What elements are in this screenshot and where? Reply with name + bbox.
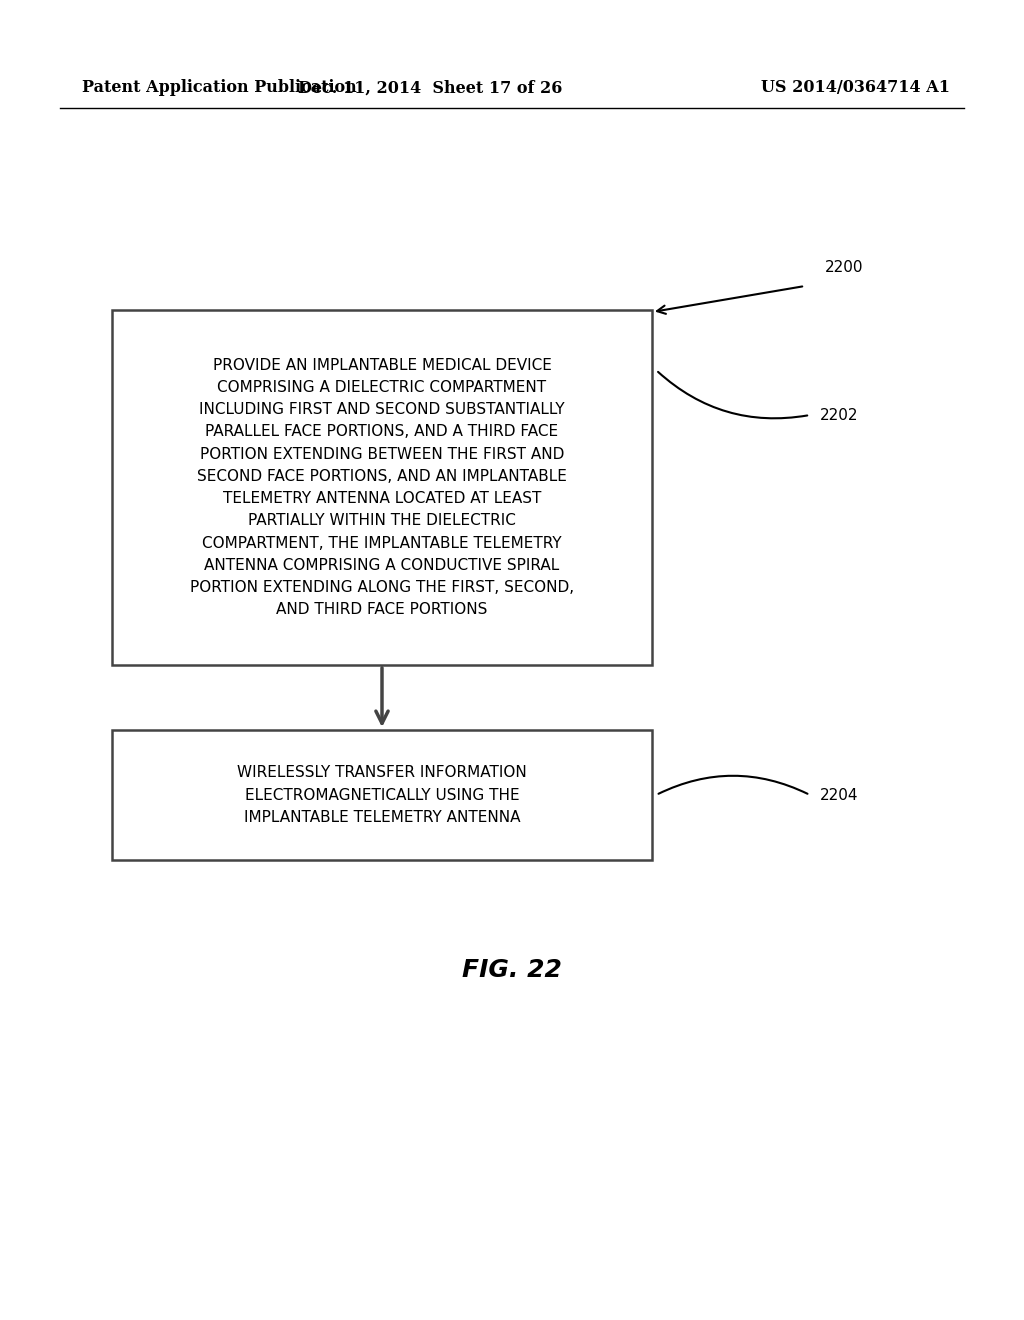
- Text: US 2014/0364714 A1: US 2014/0364714 A1: [761, 79, 950, 96]
- Text: FIG. 22: FIG. 22: [462, 958, 562, 982]
- Text: WIRELESSLY TRANSFER INFORMATION
ELECTROMAGNETICALLY USING THE
IMPLANTABLE TELEME: WIRELESSLY TRANSFER INFORMATION ELECTROM…: [238, 766, 527, 825]
- Bar: [112, 310, 652, 665]
- Text: PROVIDE AN IMPLANTABLE MEDICAL DEVICE
COMPRISING A DIELECTRIC COMPARTMENT
INCLUD: PROVIDE AN IMPLANTABLE MEDICAL DEVICE CO…: [189, 358, 574, 618]
- Bar: [112, 730, 652, 861]
- Text: 2202: 2202: [820, 408, 858, 422]
- Text: 2204: 2204: [820, 788, 858, 803]
- Text: Dec. 11, 2014  Sheet 17 of 26: Dec. 11, 2014 Sheet 17 of 26: [298, 79, 562, 96]
- Text: 2200: 2200: [825, 260, 863, 276]
- Text: Patent Application Publication: Patent Application Publication: [82, 79, 356, 96]
